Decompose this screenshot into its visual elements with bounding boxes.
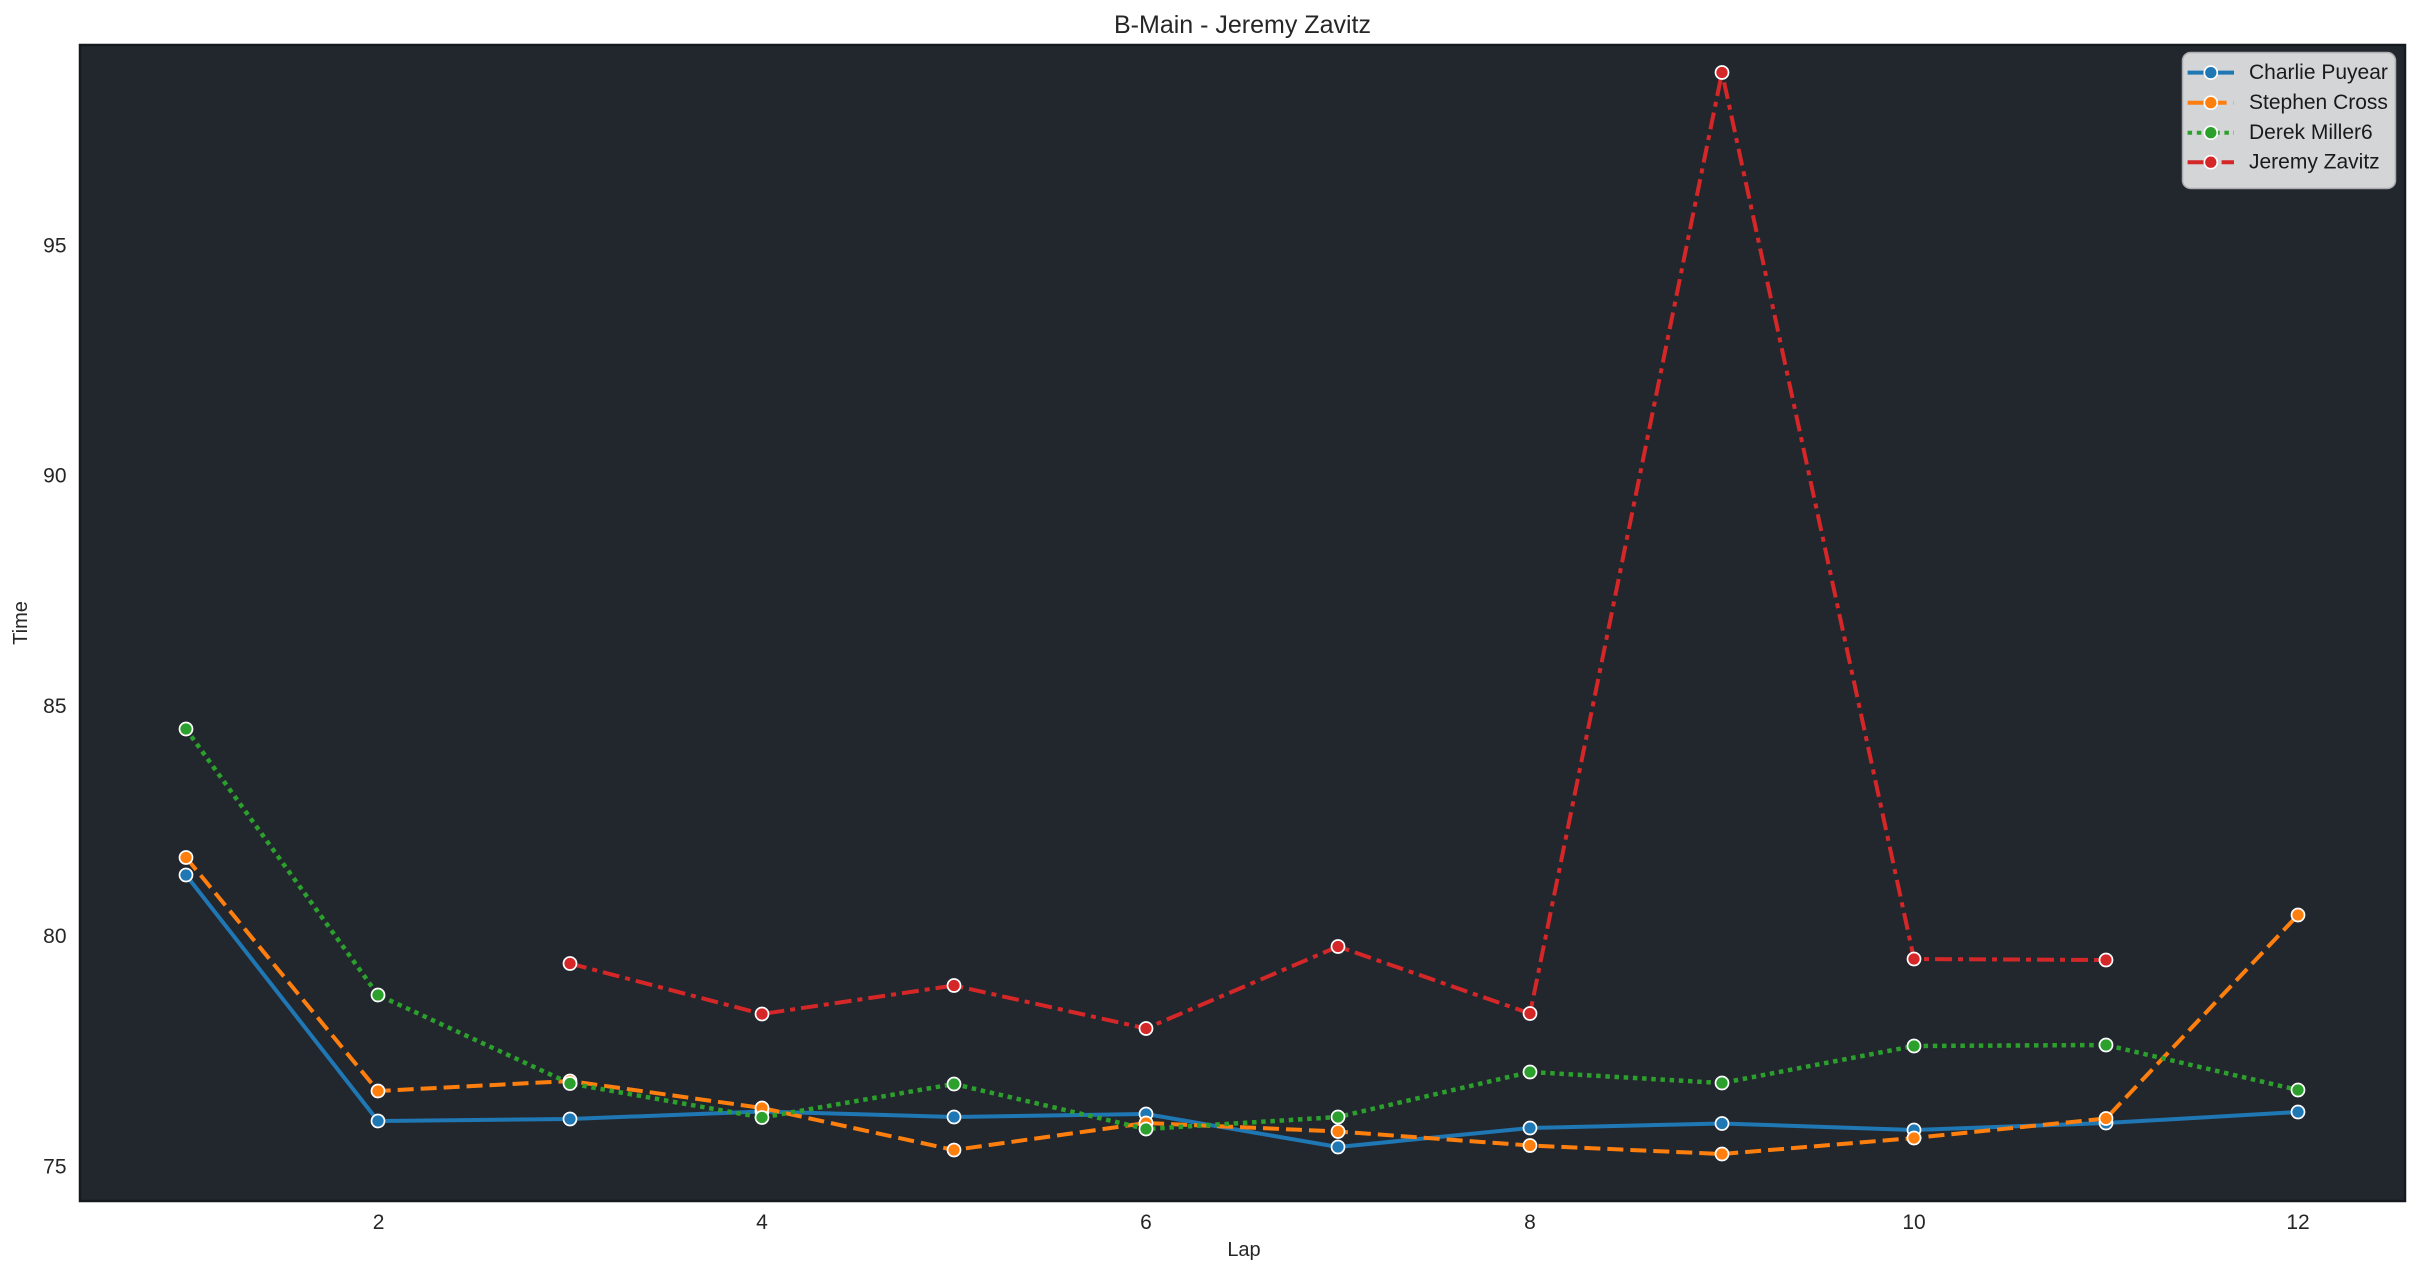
svg-text:6: 6 [1140, 1211, 1152, 1234]
svg-text:Charlie Puyear: Charlie Puyear [2249, 61, 2388, 84]
svg-text:Derek Miller6: Derek Miller6 [2249, 121, 2373, 144]
svg-text:Stephen Cross: Stephen Cross [2249, 91, 2388, 114]
svg-text:80: 80 [43, 925, 66, 948]
svg-text:2: 2 [373, 1211, 385, 1234]
svg-text:90: 90 [43, 465, 66, 488]
svg-text:B-Main - Jeremy Zavitz: B-Main - Jeremy Zavitz [1114, 11, 1371, 39]
svg-text:Time: Time [10, 601, 32, 645]
svg-text:75: 75 [43, 1155, 66, 1178]
svg-text:85: 85 [43, 695, 66, 718]
svg-text:8: 8 [1524, 1211, 1536, 1234]
svg-text:12: 12 [2286, 1211, 2309, 1234]
svg-text:10: 10 [1902, 1211, 1925, 1234]
svg-text:95: 95 [43, 234, 66, 257]
svg-text:Lap: Lap [1227, 1239, 1260, 1261]
svg-text:4: 4 [756, 1211, 768, 1234]
svg-text:Jeremy Zavitz: Jeremy Zavitz [2249, 151, 2380, 174]
